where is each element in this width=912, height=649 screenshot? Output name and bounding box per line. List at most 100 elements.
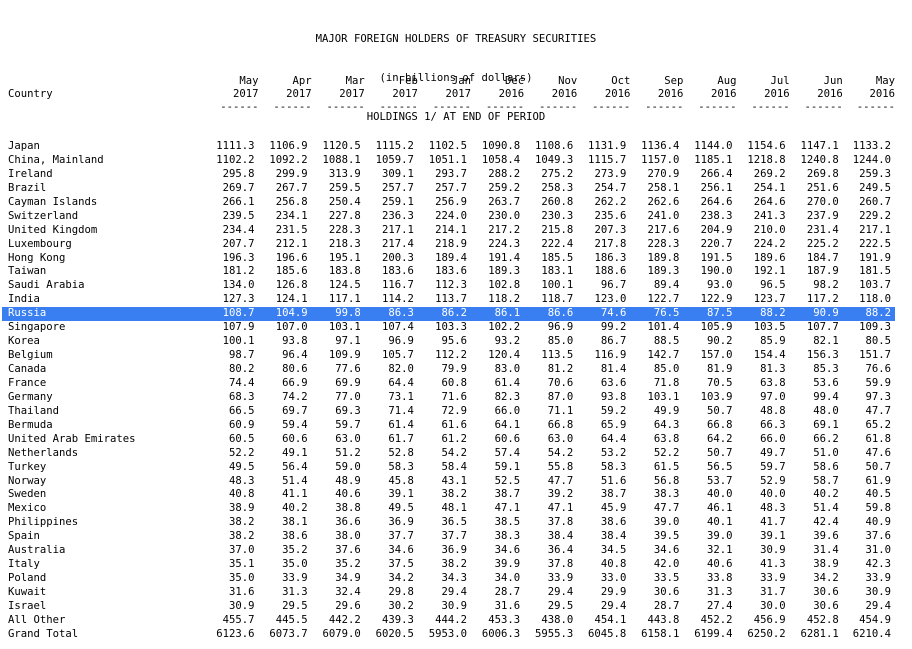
holding-value-cell: 118.0 xyxy=(859,293,891,306)
holding-value-cell: 40.1 xyxy=(707,516,733,529)
holding-value-cell: 69.1 xyxy=(813,418,839,431)
holding-value-cell: 86.7 xyxy=(600,335,627,348)
holding-value-cell: 52.5 xyxy=(494,474,521,487)
holding-value-cell: 74.4 xyxy=(229,376,255,389)
holding-value-cell: 220.7 xyxy=(700,237,733,250)
table-row[interactable]: Ireland 295.8 299.9 313.9 309.1 293.7 288.2 275… xyxy=(2,168,895,182)
holding-value-cell: 51.6 xyxy=(600,474,627,487)
header-month: Oct xyxy=(611,75,631,87)
holding-value-cell: 5955.3 xyxy=(534,627,574,640)
table-row[interactable]: Bermuda 60.9 59.4 59.7 61.4 61.6 64.1 66.8 65.9 6… xyxy=(2,419,895,433)
holding-value-cell: 103.3 xyxy=(435,321,467,334)
holding-value-cell: 228.3 xyxy=(647,237,680,250)
holding-value-cell: 1102.5 xyxy=(428,140,467,152)
holding-value-cell: 29.9 xyxy=(600,586,627,598)
table-row[interactable]: Philippines 38.2 38.1 36.6 36.9 36.5 38.5 37.8 3… xyxy=(2,516,895,530)
table-row[interactable]: Sweden 40.8 41.1 40.6 39.1 38.2 38.7 39.2 38.7 38… xyxy=(2,488,895,502)
holding-value-cell: 38.6 xyxy=(600,516,627,529)
holding-value-cell: 224.3 xyxy=(488,237,521,250)
holding-value-cell: 181.2 xyxy=(222,265,255,278)
table-row[interactable]: Germany 68.3 74.2 77.0 73.1 71.6 82.3 87.0 93.8 1… xyxy=(2,391,895,405)
holding-value-cell: 124.5 xyxy=(328,279,361,292)
country-column-header: Country xyxy=(8,88,53,100)
holding-value-cell: 32.4 xyxy=(335,586,361,598)
holding-value-cell: 230.0 xyxy=(488,209,521,222)
table-row[interactable]: France 74.4 66.9 69.9 64.4 60.8 61.4 70.6 63.6 71… xyxy=(2,377,895,391)
table-row[interactable]: India 127.3 124.1 117.1 114.2 113.7 118.2 118.7… xyxy=(2,293,895,307)
holding-value-cell: 257.7 xyxy=(382,181,414,194)
table-row[interactable]: Netherlands 52.2 49.1 51.2 52.8 54.2 57.4 54.2 5… xyxy=(2,447,895,461)
holding-value-cell: 29.5 xyxy=(547,599,574,612)
holding-value-cell: 299.9 xyxy=(275,167,308,180)
table-row[interactable]: Russia 108.7 104.9 99.8 86.3 86.2 86.1 86.6 74.6… xyxy=(2,307,895,322)
holding-value-cell: 29.4 xyxy=(865,599,891,612)
table-row[interactable]: Korea 100.1 93.8 97.1 96.9 95.6 93.2 85.0 86.7 88… xyxy=(2,335,895,349)
holding-value-cell: 61.6 xyxy=(441,418,467,431)
holding-value-cell: 81.3 xyxy=(760,363,786,375)
holding-value-cell: 192.1 xyxy=(753,265,786,278)
holding-value-cell: 6199.4 xyxy=(694,627,733,640)
holding-value-cell: 96.7 xyxy=(600,279,627,292)
holding-value-cell: 36.6 xyxy=(335,516,361,529)
table-row[interactable]: Luxembourg 207.7 212.1 218.3 217.4 218.9 224.3… xyxy=(2,238,895,252)
table-row[interactable]: Turkey 49.5 56.4 59.0 58.3 58.4 59.1 55.8 58.3 61… xyxy=(2,461,895,475)
table-row[interactable]: China, Mainland 1102.2 1092.2 1088.1 1059.7 1… xyxy=(2,154,895,168)
holding-value-cell: 113.7 xyxy=(435,293,467,306)
holding-value-cell: 262.6 xyxy=(647,195,680,208)
table-row[interactable]: Japan 1111.3 1106.9 1120.5 1115.2 1102.5 1090.… xyxy=(2,140,895,154)
holding-value-cell: 71.6 xyxy=(441,390,467,403)
holding-value-cell: 191.4 xyxy=(488,251,521,264)
table-row[interactable]: Mexico 38.9 40.2 38.8 49.5 48.1 47.1 47.1 45.9 47… xyxy=(2,502,895,516)
table-row[interactable]: Spain 38.2 38.6 38.0 37.7 37.7 38.3 38.4 38.4 39.… xyxy=(2,530,895,544)
holding-value-cell: 154.4 xyxy=(753,349,786,362)
header-month: May xyxy=(875,75,895,87)
table-row[interactable]: Brazil 269.7 267.7 259.5 257.7 257.7 259.2 258.… xyxy=(2,182,895,196)
holding-value-cell: 45.8 xyxy=(388,474,414,487)
table-row[interactable]: Saudi Arabia 134.0 126.8 124.5 116.7 112.3 102… xyxy=(2,279,895,293)
table-row[interactable]: All Other 455.7 445.5 442.2 439.3 444.2 453.3 4… xyxy=(2,614,895,628)
header-year: 2016 xyxy=(604,88,631,100)
holding-value-cell: 35.2 xyxy=(282,544,308,557)
table-row[interactable]: Taiwan 181.2 185.6 183.8 183.6 183.6 189.3 183.… xyxy=(2,265,895,279)
holding-value-cell: 452.8 xyxy=(806,613,839,626)
table-row[interactable]: Grand Total 6123.6 6073.7 6079.0 6020.5 5953.… xyxy=(2,628,895,642)
holding-value-cell: 86.6 xyxy=(524,307,578,322)
holding-value-cell: 59.9 xyxy=(865,376,891,389)
table-row[interactable]: Thailand 66.5 69.7 69.3 71.4 72.9 66.0 71.1 59.2… xyxy=(2,405,895,419)
header-month: Dec xyxy=(504,75,525,87)
table-row[interactable]: Norway 48.3 51.4 48.9 45.8 43.1 52.5 47.7 51.6 56… xyxy=(2,475,895,489)
holding-value-cell: 107.4 xyxy=(382,321,414,334)
holding-value-cell: 37.8 xyxy=(547,516,574,529)
holding-value-cell: 239.5 xyxy=(222,209,255,222)
holding-value-cell: 48.8 xyxy=(760,404,786,417)
table-row[interactable]: Switzerland 239.5 234.1 227.8 236.3 224.0 230.… xyxy=(2,210,895,224)
table-row[interactable]: Hong Kong 196.3 196.6 195.1 200.3 189.4 191.4 1… xyxy=(2,252,895,266)
holding-value-cell: 39.6 xyxy=(813,530,839,543)
holding-value-cell: 258.3 xyxy=(541,181,574,194)
table-row[interactable]: Singapore 107.9 107.0 103.1 107.4 103.3 102.2 9… xyxy=(2,321,895,335)
header-month: May xyxy=(239,75,259,87)
holding-value-cell: 47.7 xyxy=(547,474,574,487)
table-row[interactable]: Belgium 98.7 96.4 109.9 105.7 112.2 120.4 113.5… xyxy=(2,349,895,363)
table-row[interactable]: Canada 80.2 80.6 77.6 82.0 79.9 83.0 81.2 81.4 85… xyxy=(2,363,895,377)
table-row[interactable]: Poland 35.0 33.9 34.9 34.2 34.3 34.0 33.9 33.0 33… xyxy=(2,572,895,586)
table-row[interactable]: Israel 30.9 29.5 29.6 30.2 30.9 31.6 29.5 29.4 28… xyxy=(2,600,895,614)
table-row[interactable]: United Arab Emirates 60.5 60.6 63.0 61.7 61.2… xyxy=(2,433,895,447)
table-row[interactable]: Italy 35.1 35.0 35.2 37.5 38.2 39.9 37.8 40.8 42.… xyxy=(2,558,895,572)
holding-value-cell: 63.8 xyxy=(760,376,786,389)
holding-value-cell: 80.2 xyxy=(229,363,255,375)
holding-value-cell: 195.1 xyxy=(328,251,361,264)
holding-value-cell: 33.5 xyxy=(653,572,680,585)
table-row[interactable]: Cayman Islands 266.1 256.8 250.4 259.1 256.9 2… xyxy=(2,196,895,210)
table-row[interactable]: Kuwait 31.6 31.3 32.4 29.8 29.4 28.7 29.4 29.9 30… xyxy=(2,586,895,600)
report-subtitle-period: HOLDINGS 1/ AT END OF PERIOD xyxy=(366,111,546,123)
holding-value-cell: 48.0 xyxy=(813,404,839,417)
holding-value-cell: 63.6 xyxy=(600,376,627,389)
holding-value-cell: 217.6 xyxy=(647,223,680,236)
table-row[interactable]: Australia 37.0 35.2 37.6 34.6 36.9 34.6 36.4 34.… xyxy=(2,544,895,558)
table-row[interactable]: United Kingdom 234.4 231.5 228.3 217.1 214.1 2… xyxy=(2,224,895,238)
header-blank xyxy=(2,75,205,88)
holding-value-cell: 33.8 xyxy=(707,572,733,585)
holding-value-cell: 103.9 xyxy=(700,390,733,403)
holding-value-cell: 217.4 xyxy=(382,237,414,250)
